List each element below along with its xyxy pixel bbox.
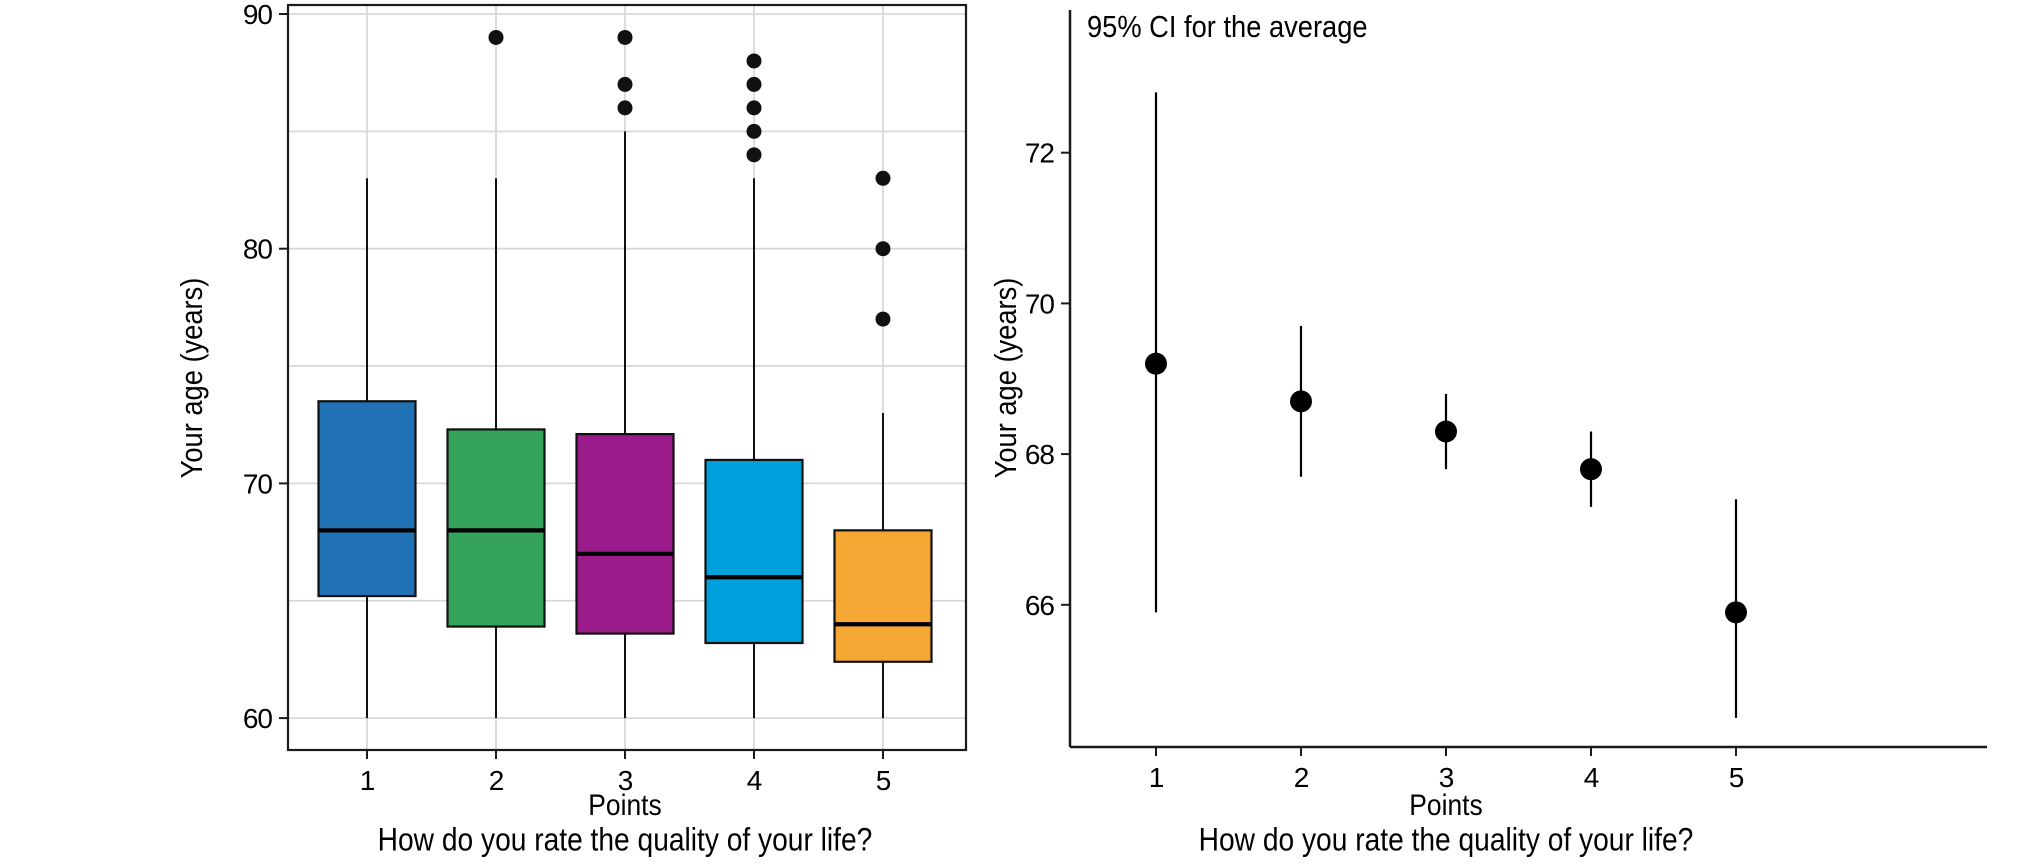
y-tick-label: 68 <box>1025 439 1055 470</box>
y-tick-label: 72 <box>1025 138 1055 169</box>
outlier-point <box>746 147 762 163</box>
boxplot-y-axis-label: Your age (years) <box>174 277 209 479</box>
y-tick-label: 80 <box>243 234 273 265</box>
iqr-box <box>317 400 417 598</box>
ci-point-category-1 <box>1145 92 1167 613</box>
outlier-point <box>746 76 762 92</box>
boxplot-x-axis: 1 2 3 4 5 <box>360 750 892 796</box>
x-tick-label: 2 <box>489 765 504 796</box>
ci-y-axis: 66 68 70 72 <box>1025 138 1070 621</box>
outlier-point <box>617 76 633 92</box>
outlier-point <box>875 170 891 186</box>
outlier-point <box>617 100 633 116</box>
outlier-point <box>875 241 891 257</box>
ci-point-category-4 <box>1580 431 1602 507</box>
outlier-point <box>746 53 762 69</box>
box-category-1 <box>317 178 417 719</box>
ci-y-axis-label: Your age (years) <box>988 277 1023 479</box>
boxplot-x-axis-subtitle: How do you rate the quality of your life… <box>377 821 873 858</box>
y-tick-label: 70 <box>1025 288 1055 319</box>
ci-point-category-5 <box>1725 499 1747 718</box>
x-tick-label: 5 <box>1729 762 1744 793</box>
iqr-box <box>833 529 933 663</box>
ci-chart-title: 95% CI for the average <box>1087 9 1368 44</box>
ci-x-axis: 1 2 3 4 5 <box>1149 747 1745 793</box>
y-tick-label: 90 <box>243 0 273 30</box>
mean-point <box>1145 352 1167 375</box>
y-tick-label: 60 <box>243 703 273 734</box>
panel-border <box>286 3 968 752</box>
outlier-point <box>875 311 891 327</box>
iqr-box <box>704 458 804 645</box>
x-tick-label: 1 <box>360 765 375 796</box>
mean-point <box>1725 601 1747 624</box>
ci-x-axis-subtitle: How do you rate the quality of your life… <box>1198 821 1694 858</box>
ci-point-category-2 <box>1290 326 1312 477</box>
x-tick-label: 3 <box>1439 762 1454 793</box>
x-tick-label: 5 <box>876 765 891 796</box>
ci-x-axis-label: Points <box>1409 789 1483 822</box>
boxplot-x-axis-label: Points <box>588 789 662 822</box>
ci-point-category-3 <box>1435 393 1457 470</box>
iqr-box <box>446 428 546 628</box>
x-tick-label: 3 <box>618 765 633 796</box>
y-tick-label: 70 <box>243 468 273 499</box>
outlier-point <box>746 100 762 116</box>
outlier-point <box>488 29 504 45</box>
mean-point <box>1290 390 1312 413</box>
outlier-point <box>746 123 762 139</box>
box-category-5 <box>833 170 933 719</box>
box-category-3 <box>575 29 675 719</box>
outlier-point <box>617 29 633 45</box>
x-tick-label: 4 <box>747 765 762 796</box>
mean-point <box>1435 420 1457 443</box>
x-tick-label: 1 <box>1149 762 1164 793</box>
x-tick-label: 2 <box>1294 762 1309 793</box>
x-tick-label: 4 <box>1584 762 1599 793</box>
box-category-4 <box>704 53 804 719</box>
mean-point <box>1580 458 1602 481</box>
boxplot-y-axis: 60 70 80 90 <box>243 0 288 734</box>
box-category-2 <box>446 29 546 719</box>
iqr-box <box>575 433 675 635</box>
y-tick-label: 66 <box>1025 590 1055 621</box>
